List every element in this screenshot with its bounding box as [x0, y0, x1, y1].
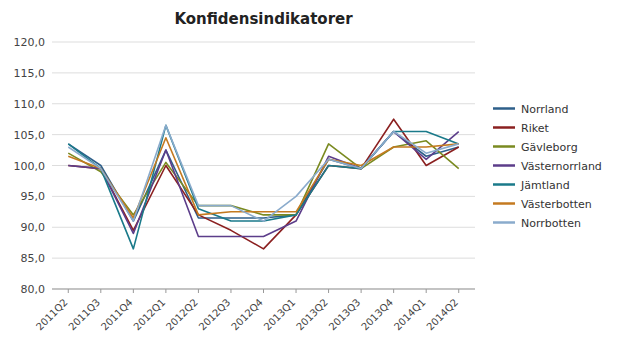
- x-tick: [165, 289, 166, 293]
- y-tick-label: 110,0: [14, 98, 46, 111]
- grid-line: [52, 134, 475, 135]
- series-line: [68, 138, 458, 218]
- x-tick-label: 2012Q2: [164, 297, 200, 333]
- x-tick-label: 2011Q2: [34, 297, 70, 333]
- series-line: [68, 119, 458, 249]
- x-tick: [361, 289, 362, 293]
- chart: Konfidensindikatorer 80,0 85,0 90,0 95,0 100,…: [0, 0, 625, 351]
- x-tick: [426, 289, 427, 293]
- x-tick: [458, 289, 459, 293]
- y-tick-label: 90,0: [21, 221, 46, 234]
- x-tick: [393, 289, 394, 293]
- y-axis: 80,0 85,0 90,0 95,0 100,0 105,0 110,0 115,0 120,…: [14, 36, 476, 296]
- grid-line: [52, 165, 475, 166]
- legend-swatch: [493, 183, 515, 186]
- x-tick-label: 2013Q2: [294, 297, 330, 333]
- y-tick-label: 85,0: [21, 252, 46, 265]
- y-tick-label: 105,0: [14, 129, 46, 142]
- x-tick-label: 2014Q1: [392, 297, 428, 333]
- x-tick: [263, 289, 264, 293]
- legend: Norrland Riket Gävleborg Västernorrland Jämt…: [493, 103, 602, 230]
- legend-label: Västernorrland: [521, 160, 602, 173]
- legend-swatch: [493, 221, 515, 224]
- y-tick-label: 95,0: [21, 190, 46, 203]
- series-line: [68, 141, 458, 215]
- y-tick-label: 100,0: [14, 160, 46, 173]
- legend-label: Jämtland: [520, 179, 570, 192]
- title: Konfidensindikatorer: [174, 10, 353, 28]
- x-tick-label: 2012Q1: [131, 297, 167, 333]
- legend-label: Norrbotten: [521, 217, 581, 230]
- x-tick: [230, 289, 231, 293]
- legend-label: Riket: [521, 122, 549, 135]
- legend-swatch: [493, 107, 515, 110]
- grid-line: [52, 72, 475, 73]
- series-line: [68, 125, 458, 221]
- grid-line: [52, 258, 475, 259]
- x-tick-label: 2012Q4: [229, 297, 265, 333]
- series-lines: [68, 119, 458, 249]
- x-tick-label: 2012Q3: [197, 297, 233, 333]
- x-tick-label: 2014Q2: [424, 297, 460, 333]
- y-tick-label: 115,0: [14, 67, 46, 80]
- grid-line: [52, 227, 475, 228]
- x-tick: [68, 289, 69, 293]
- legend-swatch: [493, 145, 515, 148]
- x-tick: [198, 289, 199, 293]
- grid-line: [52, 103, 475, 104]
- legend-swatch: [493, 202, 515, 205]
- x-tick-label: 2013Q3: [327, 297, 363, 333]
- grid-line: [52, 42, 475, 43]
- series-line: [68, 125, 458, 249]
- legend-label: Västerbotten: [521, 198, 592, 211]
- x-axis: 2011Q22011Q32011Q42012Q12012Q22012Q32012…: [34, 289, 475, 332]
- x-tick-label: 2011Q3: [66, 297, 102, 333]
- y-tick-label: 120,0: [14, 36, 46, 49]
- x-tick-label: 2011Q4: [99, 297, 135, 333]
- x-tick: [328, 289, 329, 293]
- series-line: [68, 132, 458, 222]
- x-tick: [100, 289, 101, 293]
- legend-swatch: [493, 126, 515, 129]
- x-tick-label: 2013Q1: [262, 297, 298, 333]
- x-tick: [296, 289, 297, 293]
- legend-swatch: [493, 164, 515, 167]
- y-tick-label: 80,0: [21, 283, 46, 296]
- legend-label: Gävleborg: [521, 141, 578, 154]
- x-tick: [133, 289, 134, 293]
- legend-label: Norrland: [521, 103, 569, 116]
- x-tick-label: 2013Q4: [359, 297, 395, 333]
